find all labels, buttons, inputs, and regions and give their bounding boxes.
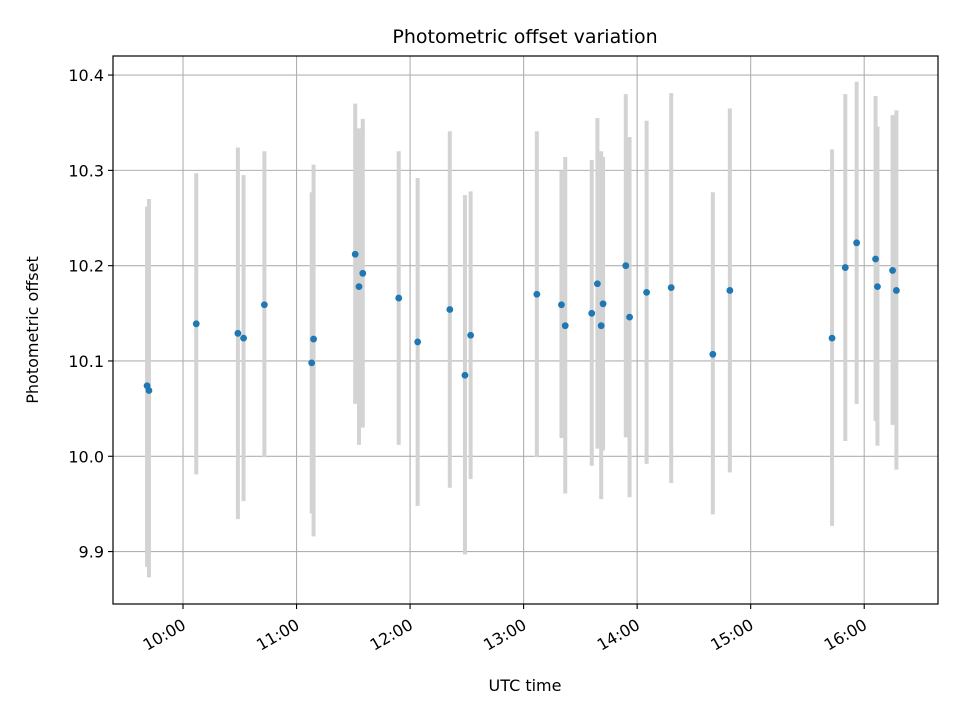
- data-point: [709, 350, 717, 358]
- data-point: [872, 255, 879, 263]
- data-point: [192, 320, 200, 328]
- data-point: [828, 334, 836, 342]
- data-point: [561, 322, 569, 330]
- y-tick-label: 10.2: [68, 257, 104, 276]
- grid-lines: [113, 56, 938, 604]
- plot-frame: [112, 55, 939, 605]
- data-point: [310, 335, 317, 343]
- data-point: [874, 283, 881, 291]
- y-tick-label: 10.4: [68, 66, 104, 85]
- data-point: [414, 338, 422, 346]
- data-point: [853, 239, 861, 247]
- data-point: [594, 280, 601, 288]
- data-point: [351, 250, 359, 258]
- data-point: [588, 309, 596, 317]
- y-tick-label: 10.1: [68, 352, 104, 371]
- data-point: [446, 306, 454, 313]
- data-point: [889, 267, 896, 274]
- data-point: [667, 284, 675, 291]
- data-point: [308, 359, 316, 367]
- chart-title: Photometric offset variation: [392, 26, 657, 48]
- data-point: [726, 287, 734, 294]
- data-point: [461, 371, 469, 379]
- data-point: [395, 294, 403, 302]
- y-tick-label: 10.3: [68, 161, 104, 180]
- data-point: [260, 301, 268, 309]
- data-point: [359, 269, 367, 277]
- data-point: [626, 313, 633, 321]
- data-point: [558, 301, 565, 309]
- x-axis-title: UTC time: [489, 676, 562, 695]
- y-tick-label: 10.0: [68, 447, 104, 466]
- data-point: [533, 290, 541, 298]
- data-point: [622, 262, 630, 270]
- data-point: [467, 331, 475, 339]
- data-point: [892, 287, 900, 294]
- data-point: [597, 322, 605, 330]
- data-point: [841, 264, 849, 271]
- data-point: [643, 288, 651, 296]
- data-point: [234, 329, 242, 337]
- data-points: [143, 239, 900, 394]
- data-point: [145, 387, 153, 394]
- y-tick-label: 9.9: [79, 543, 104, 562]
- data-point: [355, 283, 363, 291]
- data-point: [240, 334, 247, 342]
- y-axis-title: Photometric offset: [23, 256, 42, 404]
- data-point: [599, 300, 607, 308]
